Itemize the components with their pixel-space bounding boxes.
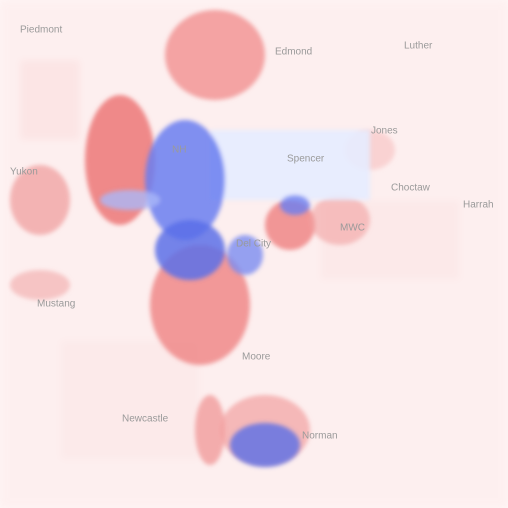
place-label: Moore bbox=[242, 352, 271, 363]
place-label: Harrah bbox=[463, 200, 494, 211]
place-label: Jones bbox=[371, 126, 398, 137]
place-labels: Piedmont Edmond Luther Jones Spencer NH … bbox=[10, 25, 494, 442]
place-label: Norman bbox=[302, 431, 338, 442]
place-label: Choctaw bbox=[391, 183, 431, 194]
place-label: Luther bbox=[404, 41, 433, 52]
place-label: Newcastle bbox=[122, 414, 169, 425]
place-label: MWC bbox=[340, 223, 365, 234]
place-label: Piedmont bbox=[20, 25, 62, 36]
place-label: Edmond bbox=[275, 47, 312, 58]
place-label: Del City bbox=[236, 239, 271, 250]
blue-areas bbox=[100, 120, 370, 467]
place-label: NH bbox=[172, 145, 186, 156]
place-label: Spencer bbox=[287, 154, 325, 165]
place-label: Mustang bbox=[37, 299, 75, 310]
place-label: Yukon bbox=[10, 167, 38, 178]
